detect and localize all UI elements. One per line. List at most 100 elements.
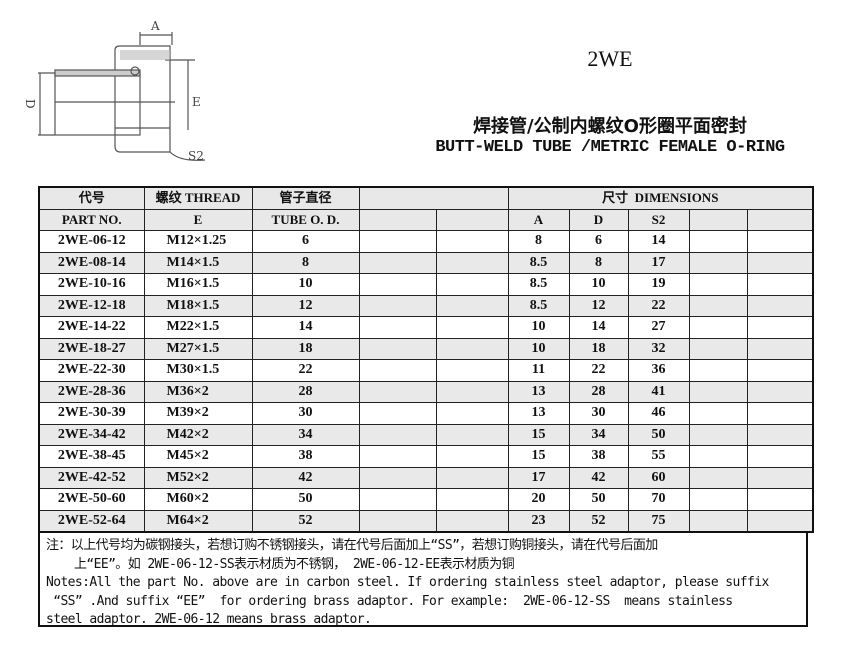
cell-blank [435, 445, 509, 468]
cell-a: 11 [507, 359, 570, 382]
header-row-1: 代号 螺纹 THREAD 管子直径 尺寸 DIMENSIONS [38, 186, 814, 210]
cell-d: 50 [568, 488, 629, 511]
cell-blank [358, 359, 437, 382]
cell-tube-od: 8 [251, 251, 360, 274]
label-a: A [150, 19, 160, 33]
header-blank [358, 208, 437, 231]
notes-box: 注：以上代号均为碳钢接头，若想订购不锈钢接头，请在代号后面加上“SS”，若想订购… [38, 531, 808, 627]
cell-blank [746, 251, 814, 274]
cell-d: 12 [568, 294, 629, 317]
cell-s2: 17 [627, 251, 690, 274]
header-blank [358, 186, 509, 210]
cell-part-no: 2WE-22-30 [38, 359, 145, 382]
cell-blank [688, 402, 748, 425]
cell-d: 52 [568, 509, 629, 533]
header-blank [435, 208, 509, 231]
cell-thread: M30×1.5 [143, 359, 253, 382]
cell-blank [746, 273, 814, 296]
cell-thread: M60×2 [143, 488, 253, 511]
cell-blank [358, 445, 437, 468]
cell-thread: M52×2 [143, 466, 253, 489]
cell-s2: 46 [627, 402, 690, 425]
cell-d: 42 [568, 466, 629, 489]
cell-blank [435, 251, 509, 274]
cell-blank [746, 488, 814, 511]
cell-part-no: 2WE-10-16 [38, 273, 145, 296]
cell-blank [435, 273, 509, 296]
cell-d: 28 [568, 380, 629, 403]
cell-part-no: 2WE-28-36 [38, 380, 145, 403]
cell-thread: M42×2 [143, 423, 253, 446]
cell-part-no: 2WE-08-14 [38, 251, 145, 274]
cell-blank [358, 294, 437, 317]
cell-blank [688, 466, 748, 489]
table-row: 2WE-10-16 M16×1.5 10 8.5 10 19 [38, 273, 814, 296]
cell-tube-od: 52 [251, 509, 360, 533]
cell-part-no: 2WE-14-22 [38, 316, 145, 339]
fitting-drawing: A D E S2 [23, 19, 206, 163]
cell-blank [435, 488, 509, 511]
cell-d: 8 [568, 251, 629, 274]
cell-thread: M12×1.25 [143, 230, 253, 253]
cell-tube-od: 28 [251, 380, 360, 403]
cell-part-no: 2WE-12-18 [38, 294, 145, 317]
cell-part-no: 2WE-50-60 [38, 488, 145, 511]
cell-thread: M14×1.5 [143, 251, 253, 274]
cell-d: 30 [568, 402, 629, 425]
cell-blank [358, 230, 437, 253]
cell-thread: M36×2 [143, 380, 253, 403]
header-d: D [568, 208, 629, 231]
cell-blank [688, 273, 748, 296]
cell-blank [746, 466, 814, 489]
table-row: 2WE-06-12 M12×1.25 6 8 6 14 [38, 230, 814, 253]
table-row: 2WE-22-30 M30×1.5 22 11 22 36 [38, 359, 814, 382]
cell-tube-od: 30 [251, 402, 360, 425]
cell-blank [688, 509, 748, 533]
cell-s2: 27 [627, 316, 690, 339]
cell-a: 15 [507, 423, 570, 446]
cell-blank [746, 423, 814, 446]
table-row: 2WE-14-22 M22×1.5 14 10 14 27 [38, 316, 814, 339]
dimensions-table: 代号 螺纹 THREAD 管子直径 尺寸 DIMENSIONS PART NO.… [38, 186, 815, 533]
cell-blank [435, 359, 509, 382]
cell-part-no: 2WE-30-39 [38, 402, 145, 425]
cell-blank [746, 316, 814, 339]
cell-blank [435, 294, 509, 317]
cell-d: 6 [568, 230, 629, 253]
cell-blank [358, 273, 437, 296]
cell-part-no: 2WE-06-12 [38, 230, 145, 253]
cell-a: 13 [507, 380, 570, 403]
cell-blank [435, 466, 509, 489]
cell-blank [688, 445, 748, 468]
cell-blank [746, 380, 814, 403]
cell-d: 18 [568, 337, 629, 360]
cell-thread: M39×2 [143, 402, 253, 425]
header-blank [688, 208, 748, 231]
cell-blank [688, 230, 748, 253]
product-code: 2WE [587, 46, 633, 71]
cell-a: 8.5 [507, 251, 570, 274]
title-english: BUTT-WELD TUBE /METRIC FEMALE O-RING [435, 138, 785, 157]
cell-blank [746, 359, 814, 382]
cell-s2: 70 [627, 488, 690, 511]
cell-blank [358, 488, 437, 511]
cell-blank [746, 337, 814, 360]
note-cn-1: 注：以上代号均为碳钢接头，若想订购不锈钢接头，请在代号后面加上“SS”，若想订购… [46, 538, 658, 553]
header-part-en: PART NO. [38, 208, 145, 231]
table-row: 2WE-12-18 M18×1.5 12 8.5 12 22 [38, 294, 814, 317]
cell-tube-od: 6 [251, 230, 360, 253]
cell-a: 17 [507, 466, 570, 489]
cell-tube-od: 12 [251, 294, 360, 317]
cell-a: 10 [507, 316, 570, 339]
label-s2: S2 [188, 149, 204, 163]
cell-s2: 14 [627, 230, 690, 253]
cell-d: 14 [568, 316, 629, 339]
table-row: 2WE-28-36 M36×2 28 13 28 41 [38, 380, 814, 403]
cell-s2: 75 [627, 509, 690, 533]
cell-thread: M45×2 [143, 445, 253, 468]
cell-tube-od: 14 [251, 316, 360, 339]
cell-tube-od: 42 [251, 466, 360, 489]
cell-part-no: 2WE-42-52 [38, 466, 145, 489]
cell-d: 22 [568, 359, 629, 382]
table-row: 2WE-52-64 M64×2 52 23 52 75 [38, 509, 814, 533]
